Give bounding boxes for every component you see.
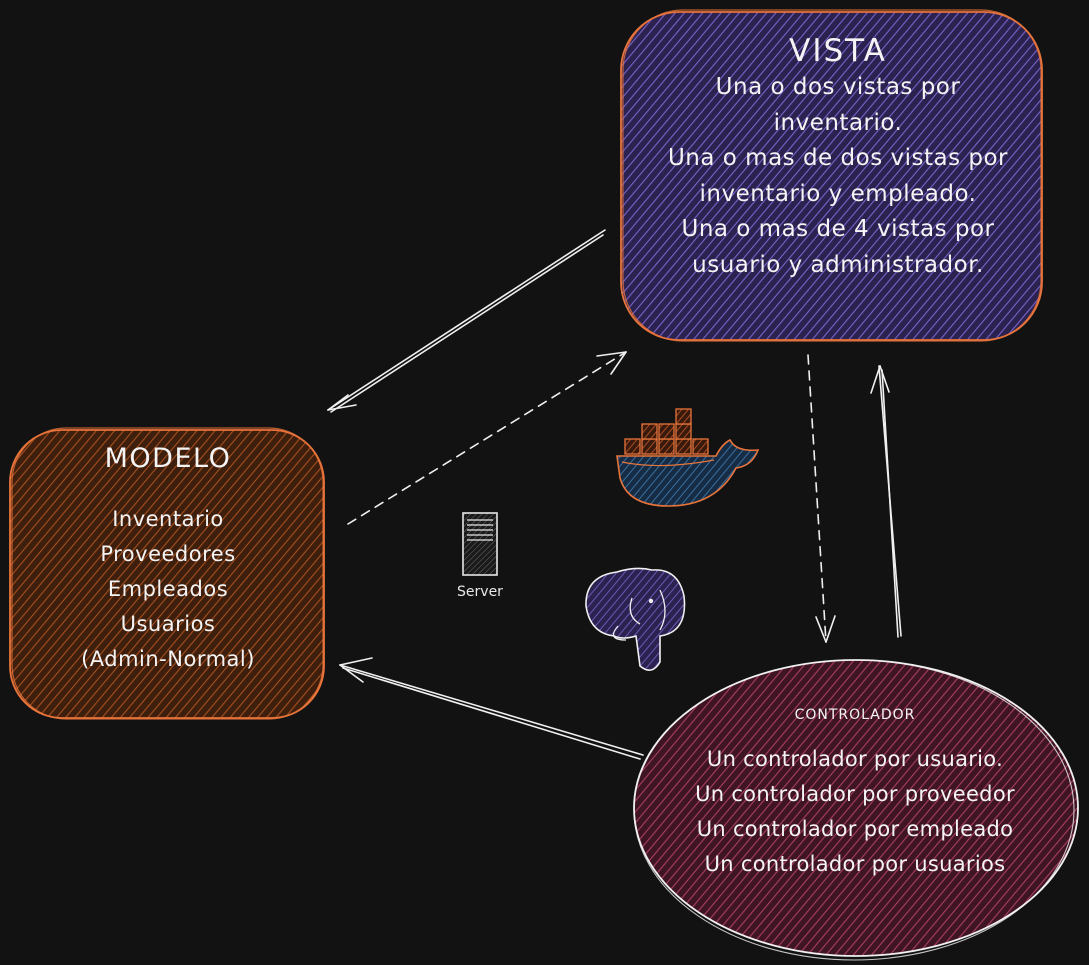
arrow-controlador-to-vista — [870, 365, 902, 638]
vista-line: Una o dos vistas por — [715, 74, 961, 100]
server-label: Server — [457, 584, 503, 600]
modelo-line: Empleados — [107, 577, 229, 601]
arrow-vista-to-controlador-dashed — [807, 354, 836, 643]
vista-line: inventario. — [773, 109, 903, 136]
server-icon — [462, 512, 498, 576]
arrow-modelo-to-vista-dashed — [347, 351, 627, 525]
modelo-line: Proveedores — [100, 542, 236, 566]
postgresql-elephant-icon — [585, 567, 686, 671]
modelo-node-shape — [9, 429, 325, 719]
controlador-node[interactable] — [633, 659, 1079, 961]
controlador-line: Un controlador por proveedor — [695, 782, 1015, 806]
docker-whale-icon — [616, 408, 760, 507]
controlador-line: Un controlador por usuario. — [706, 747, 1004, 771]
vista-line: Una o mas de 4 vistas por — [681, 216, 995, 242]
modelo-node[interactable] — [9, 427, 325, 720]
vista-title: VISTA — [789, 33, 887, 69]
modelo-node-text: MODELO Inventario Proveedores Empleados … — [12, 438, 324, 677]
controlador-node-text: CONTROLADOR Un controlador por usuario. … — [630, 702, 1080, 882]
vista-line: usuario y administrador. — [692, 251, 984, 278]
modelo-line: Usuarios — [120, 612, 216, 636]
vista-line: inventario y empleado. — [699, 180, 977, 207]
vista-node-shape — [620, 11, 1043, 341]
vista-node[interactable] — [620, 9, 1043, 342]
modelo-line: Inventario — [112, 507, 224, 531]
arrow-controlador-to-modelo — [339, 657, 644, 760]
modelo-line: (Admin-Normal) — [81, 647, 255, 671]
controlador-line: Un controlador por usuarios — [704, 852, 1006, 876]
vista-line: Una o mas de dos vistas por — [667, 145, 1009, 171]
arrow-vista-to-modelo — [327, 229, 606, 413]
controlador-line: Un controlador por empleado — [696, 817, 1014, 841]
controlador-title: CONTROLADOR — [794, 707, 916, 723]
vista-node-text: VISTA Una o dos vistas por inventario. U… — [608, 32, 1068, 283]
modelo-title: MODELO — [104, 443, 232, 474]
